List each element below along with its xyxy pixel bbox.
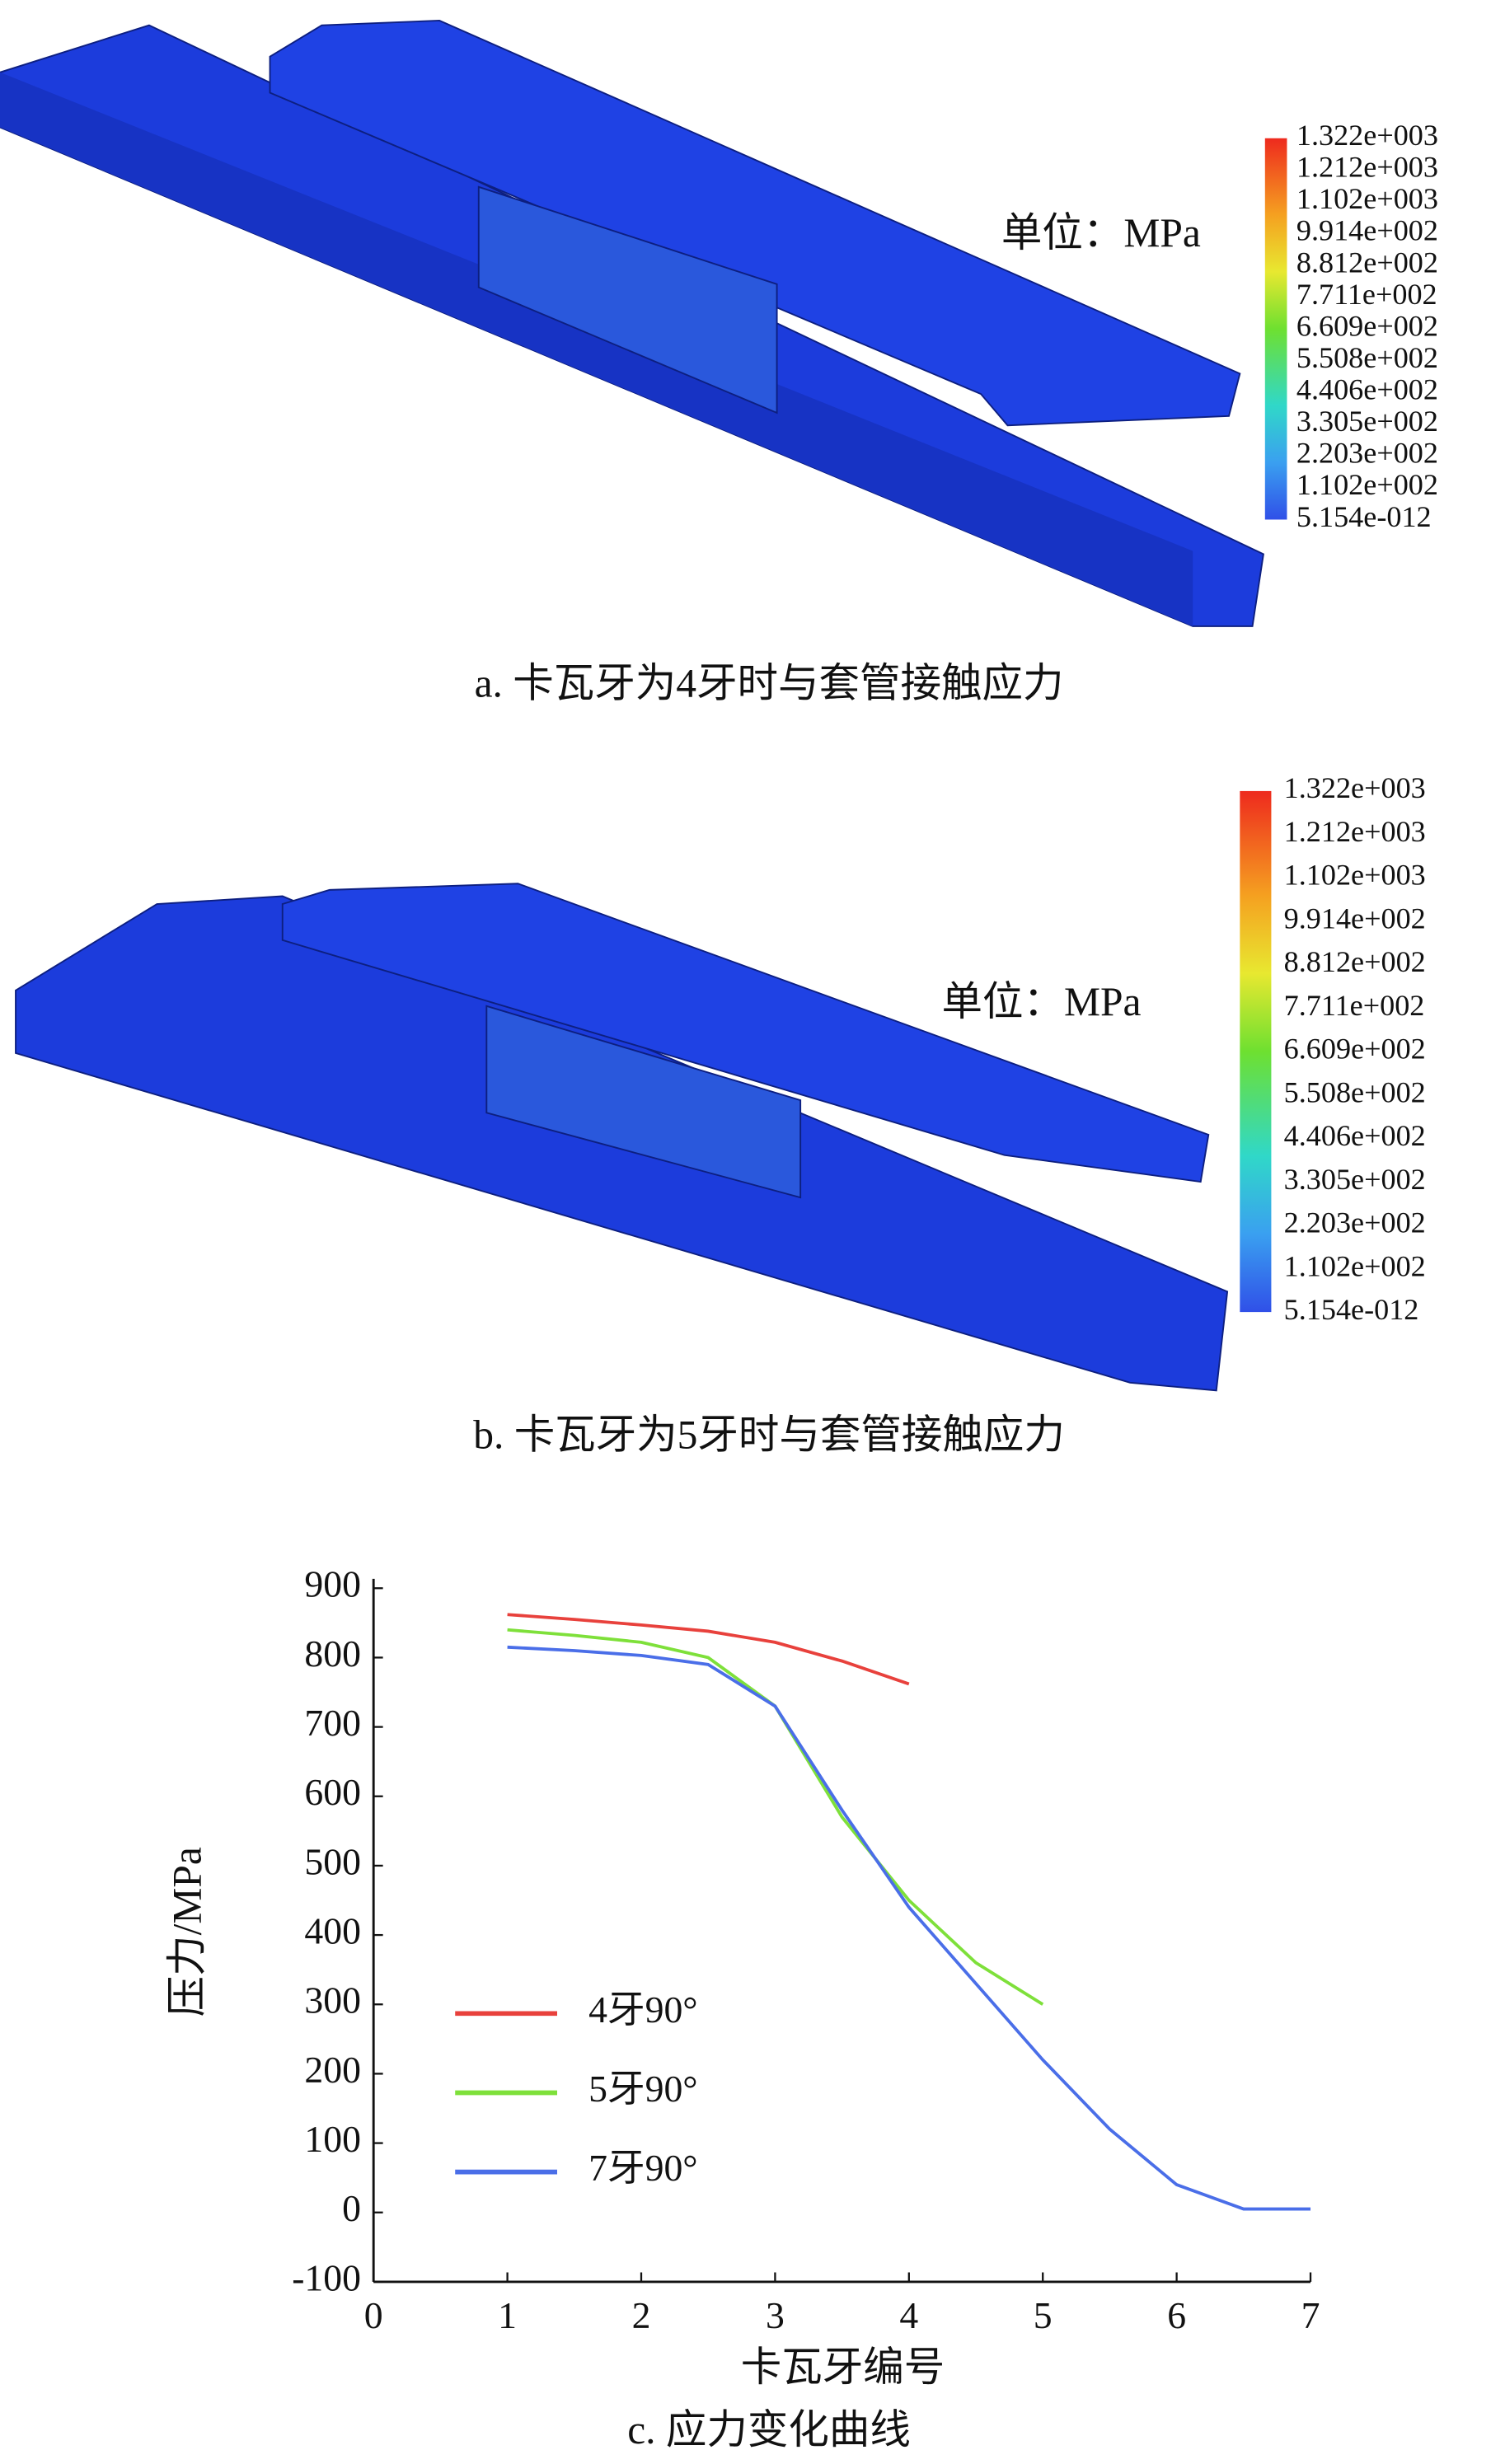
colorbar-label: 6.609e+002: [1296, 309, 1438, 342]
colorbar-label: 1.212e+003: [1284, 815, 1426, 848]
colorbar-label: 1.102e+002: [1296, 468, 1438, 501]
colorbar-label: 8.812e+002: [1284, 945, 1426, 978]
y-tick-label: 100: [304, 2118, 361, 2160]
caption: a. 卡瓦牙为4牙时与套管接触应力: [475, 661, 1064, 706]
series-line: [507, 1628, 1044, 2006]
colorbar-label: 5.154e-012: [1284, 1293, 1419, 1326]
colorbar-label: 8.812e+002: [1296, 246, 1438, 279]
colorbar-label: 3.305e+002: [1284, 1163, 1426, 1196]
legend-label: 7牙90°: [588, 2147, 698, 2189]
y-tick-label: 0: [342, 2187, 361, 2229]
colorbar-label: 5.508e+002: [1296, 341, 1438, 374]
y-tick-label: 400: [304, 1910, 361, 1952]
y-tick-label: 500: [304, 1840, 361, 1882]
colorbar-label: 1.102e+002: [1284, 1249, 1426, 1282]
model-a: [0, 19, 1264, 627]
x-tick-label: 5: [1034, 2294, 1053, 2336]
colorbar-b: [1240, 790, 1272, 1313]
colorbar-label: 1.212e+003: [1296, 151, 1438, 184]
colorbar-label: 4.406e+002: [1284, 1119, 1426, 1152]
x-tick-label: 4: [899, 2294, 918, 2336]
y-axis-label: 压力/MPa: [165, 1847, 210, 2017]
legend-label: 4牙90°: [588, 1989, 698, 2031]
x-tick-label: 1: [498, 2294, 517, 2336]
x-tick-label: 0: [364, 2294, 383, 2336]
colorbar-a: [1264, 138, 1287, 520]
colorbar-label: 1.322e+003: [1296, 119, 1438, 152]
y-tick-label: 300: [304, 1979, 361, 2021]
colorbar-label: 1.102e+003: [1284, 859, 1426, 892]
y-tick-label: 600: [304, 1771, 361, 1813]
model-b: [15, 883, 1229, 1392]
x-axis-label: 卡瓦牙编号: [741, 2345, 945, 2390]
colorbar-label: 4.406e+002: [1296, 373, 1438, 406]
caption: c. 应力变化曲线: [627, 2407, 911, 2452]
y-tick-label: 900: [304, 1563, 361, 1605]
unit-label: 单位：MPa: [1001, 210, 1201, 255]
x-tick-label: 6: [1167, 2294, 1186, 2336]
x-tick-label: 2: [632, 2294, 651, 2336]
colorbar-label: 2.203e+002: [1284, 1206, 1426, 1239]
colorbar-label: 1.102e+003: [1296, 182, 1438, 215]
y-tick-label: -100: [292, 2256, 361, 2298]
series-line: [507, 1645, 1311, 2211]
colorbar-label: 9.914e+002: [1284, 902, 1426, 935]
caption: b. 卡瓦牙为5牙时与套管接触应力: [473, 1412, 1065, 1458]
colorbar-label: 6.609e+002: [1284, 1033, 1426, 1066]
colorbar-label: 5.508e+002: [1284, 1075, 1426, 1108]
colorbar-label: 7.711e+002: [1296, 278, 1437, 311]
y-tick-label: 700: [304, 1702, 361, 1744]
legend-label: 5牙90°: [588, 2068, 698, 2110]
colorbar-label: 7.711e+002: [1284, 989, 1425, 1022]
x-tick-label: 3: [766, 2294, 785, 2336]
y-tick-label: 800: [304, 1633, 361, 1675]
colorbar-label: 2.203e+002: [1296, 437, 1438, 470]
colorbar-label: 5.154e-012: [1296, 500, 1432, 533]
series-line: [507, 1613, 910, 1686]
colorbar-label: 1.322e+003: [1284, 771, 1426, 804]
x-tick-label: 7: [1301, 2294, 1320, 2336]
y-tick-label: 200: [304, 2049, 361, 2091]
colorbar-label: 9.914e+002: [1296, 214, 1438, 247]
unit-label: 单位：MPa: [942, 979, 1142, 1024]
colorbar-label: 3.305e+002: [1296, 405, 1438, 438]
